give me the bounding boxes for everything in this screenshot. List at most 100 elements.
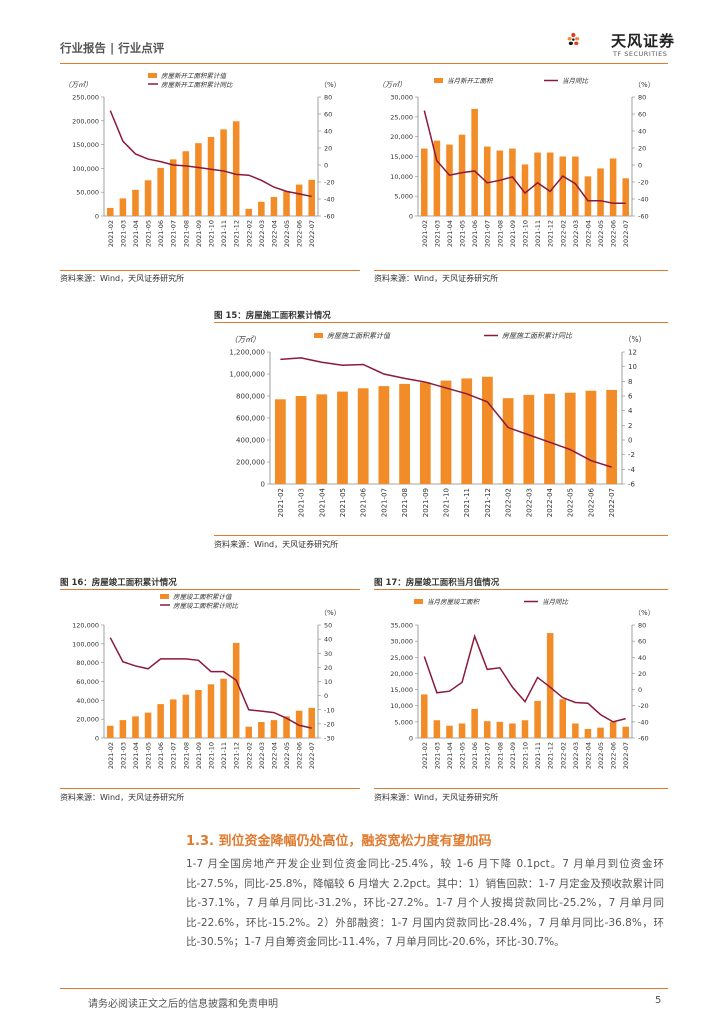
right-tick-label: 80 [638, 94, 646, 102]
x-tick-label: 2021-06 [471, 220, 479, 247]
bar [295, 184, 303, 216]
figure-title-divider [214, 322, 668, 323]
footer-disclaimer: 请务必阅读正文之后的信息披露和免责申明 [88, 999, 278, 1010]
right-tick-label: 12 [628, 349, 637, 357]
x-tick-label: 2021-12 [233, 742, 241, 769]
bar [458, 723, 466, 738]
bar [446, 144, 453, 216]
x-tick-label: 2022-03 [258, 742, 266, 769]
bar [534, 152, 541, 216]
bar [471, 708, 478, 738]
left-tick-label: 250,000 [72, 94, 99, 102]
series-line [423, 110, 626, 204]
chart-new-construction-cumulative: 0 50,000 100,000 150,000 200,000 250,000 -60 -4… [64, 72, 341, 247]
x-tick-label: 2021-11 [220, 742, 228, 769]
x-tick-label: 2022-03 [572, 742, 580, 769]
bar [572, 723, 579, 738]
left-tick-label: 0 [409, 213, 413, 221]
right-tick-label: 60 [638, 638, 646, 646]
left-tick-label: 30,000 [390, 94, 413, 102]
left-tick-label: 0 [409, 735, 413, 743]
right-tick-label: 60 [638, 111, 646, 119]
right-tick-label: -4 [628, 466, 636, 474]
company-logo-icon [567, 32, 580, 46]
x-tick-label: 2021-03 [433, 220, 441, 247]
bar [295, 710, 303, 738]
left-tick-label: 0 [261, 481, 265, 489]
x-tick-label: 2021-10 [443, 488, 451, 517]
x-tick-label: 2022-07 [608, 488, 616, 517]
x-tick-label: 2022-07 [622, 220, 630, 247]
bar [572, 156, 579, 216]
figure-title-divider [374, 589, 668, 590]
x-tick-label: 2022-04 [584, 220, 592, 247]
bar [521, 720, 529, 738]
x-tick-label: 2021-07 [484, 742, 492, 769]
chart-source-divider [374, 788, 668, 789]
x-tick-label: 2021-02 [421, 220, 429, 247]
bar [295, 396, 307, 484]
bar [195, 143, 202, 216]
chart-source: 资料来源：Wind，天风证券研究所 [60, 274, 185, 283]
bar [232, 642, 240, 738]
legend-label: 当月同比 [562, 77, 589, 85]
x-tick-label: 2022-06 [296, 742, 304, 769]
right-tick-label: 20 [324, 145, 332, 153]
series-line [109, 637, 312, 729]
chart-source-divider [60, 788, 360, 789]
left-tick-label: 15,000 [390, 686, 413, 694]
bar [232, 121, 240, 216]
bar [496, 721, 504, 738]
chart-source: 资料来源：Wind，天风证券研究所 [214, 540, 339, 549]
left-tick-label: 800,000 [236, 393, 265, 401]
x-tick-label: 2021-08 [401, 488, 409, 517]
bar [482, 376, 493, 484]
left-tick-label: 400,000 [236, 437, 265, 445]
x-tick-label: 2021-05 [459, 220, 467, 247]
x-tick-label: 2021-03 [119, 742, 127, 769]
x-tick-label: 2021-11 [534, 742, 542, 769]
bar [419, 382, 431, 484]
x-tick-label: 2021-08 [182, 742, 190, 769]
left-tick-label: 20,000 [390, 133, 413, 141]
x-tick-label: 2022-04 [546, 487, 554, 517]
right-axis-unit: （%） [320, 81, 341, 89]
legend-label: 房屋新开工面积累计同比 [161, 81, 233, 89]
x-tick-label: 2021-07 [170, 220, 178, 247]
bar [308, 179, 315, 216]
x-tick-label: 2022-02 [559, 220, 567, 247]
bar [559, 699, 567, 738]
bar [440, 380, 452, 484]
left-tick-label: 120,000 [72, 622, 99, 630]
bar [496, 150, 504, 216]
x-tick-label: 2021-02 [421, 742, 429, 769]
x-tick-label: 2021-11 [534, 220, 542, 247]
chart-under-construction-cumulative: 0 200,000 400,000 600,000 800,000 1,000,000 1,… [229, 332, 646, 517]
left-tick-label: 20,000 [76, 716, 99, 724]
legend-bar-swatch [434, 78, 443, 83]
x-tick-label: 2022-06 [610, 220, 618, 247]
page-number: 5 [655, 995, 662, 1006]
chart-source: 资料来源：Wind，天风证券研究所 [374, 793, 499, 802]
bar [585, 390, 597, 484]
bar [509, 723, 516, 738]
bar [564, 392, 576, 484]
left-tick-label: 35,000 [390, 622, 413, 630]
bar [157, 704, 164, 738]
left-tick-label: 0 [95, 735, 99, 743]
chart-completed-monthly: 0 5,000 10,000 15,000 20,000 25,000 30,000 35,0… [390, 598, 654, 769]
x-tick-label: 2022-07 [308, 742, 316, 769]
bar [182, 694, 190, 738]
x-tick-label: 2021-12 [233, 220, 241, 247]
left-tick-label: 30,000 [390, 638, 413, 646]
x-tick-label: 2021-03 [119, 220, 127, 247]
legend-bar-swatch [314, 333, 323, 338]
bar [308, 707, 315, 738]
x-tick-label: 2021-10 [208, 220, 216, 247]
x-tick-label: 2021-04 [318, 487, 326, 517]
right-tick-label: -20 [638, 179, 649, 187]
x-tick-label: 2021-05 [145, 742, 153, 769]
figure-title: 图 16：房屋竣工面积累计情况 [60, 578, 177, 588]
bar [559, 156, 567, 216]
right-axis-unit: （%） [624, 335, 646, 344]
